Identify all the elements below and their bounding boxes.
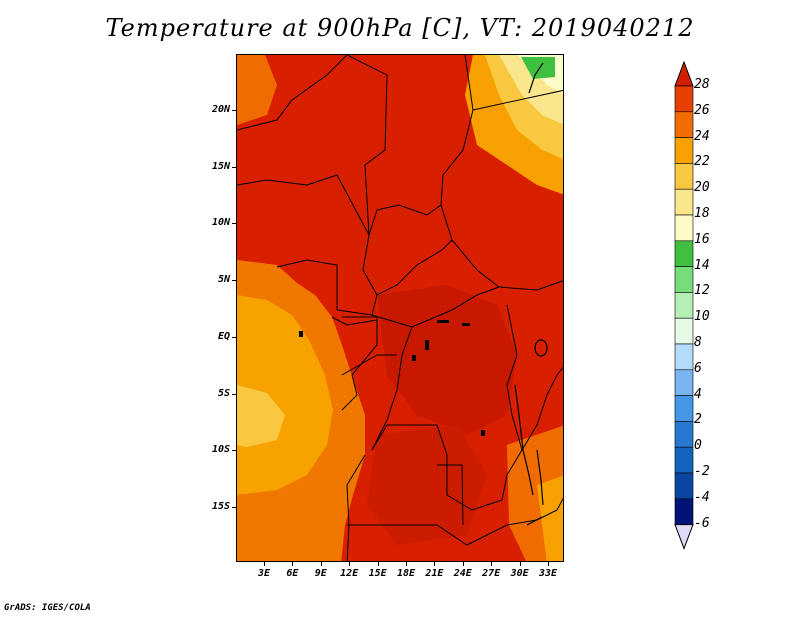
lat-label: EQ: [217, 330, 230, 342]
colorbar-box: [674, 137, 694, 164]
colorbar-label: -6: [694, 515, 710, 531]
lat-tick: [232, 166, 236, 168]
lat-tick: [232, 506, 236, 508]
temperature-map: [236, 54, 564, 562]
colorbar-box: [674, 369, 694, 396]
lon-tick: [434, 562, 436, 566]
colorbar-label: 8: [694, 335, 702, 350]
lat-label: 10N: [211, 217, 230, 229]
lat-tick: [232, 280, 236, 282]
lat-tick: [232, 336, 236, 338]
colorbar-label: 26: [694, 102, 710, 118]
lat-label: 5N: [217, 274, 230, 286]
colorbar-label: 10: [694, 309, 710, 325]
mild-region-west: [237, 295, 333, 495]
colorbar-label: 28: [694, 77, 710, 92]
hot-core-center: [377, 285, 517, 435]
lat-tick: [232, 450, 236, 452]
colorbar-box: [674, 111, 694, 138]
colorbar-box: [674, 266, 694, 293]
colorbar-box: [674, 317, 694, 345]
colorbar: [674, 60, 694, 551]
footer-credit: GrADS: IGES/COLA: [4, 603, 91, 613]
lat-tick: [232, 393, 236, 395]
lon-tick: [406, 562, 407, 566]
colorbar-label: 2: [694, 412, 702, 428]
colorbar-box: [674, 163, 694, 190]
lat-label: 20N: [211, 104, 230, 115]
colorbar-label: 24: [694, 128, 710, 144]
colorbar-bottom-triangle: [674, 524, 694, 551]
lon-label: 15E: [368, 568, 387, 579]
colorbar-label: 12: [694, 283, 710, 299]
hot-core-south: [367, 425, 487, 545]
lon-label: 18E: [396, 568, 416, 579]
colorbar-box: [674, 214, 694, 242]
cool-patch-west: [237, 385, 285, 447]
lon-label: 24E: [453, 568, 472, 579]
lat-label: 10S: [211, 444, 230, 456]
colorbar-box: [674, 85, 694, 113]
lon-label: 6E: [286, 568, 299, 579]
colorbar-box: [674, 498, 694, 525]
colorbar-box: [674, 343, 694, 371]
lon-tick: [491, 562, 493, 566]
chart-title: Temperature at 900hPa [C], VT: 201904021…: [105, 14, 695, 42]
lat-tick: [232, 110, 236, 111]
lon-tick: [548, 562, 549, 566]
colorbar-label: -2: [694, 464, 710, 479]
temperature-field: [237, 55, 563, 561]
lon-tick: [349, 562, 351, 566]
colorbar-box: [674, 446, 694, 474]
interior-lakes: [299, 320, 485, 436]
lon-label: 30E: [510, 568, 529, 579]
colorbar-top-triangle: [674, 60, 694, 87]
lon-label: 33E: [538, 568, 558, 579]
colorbar-label: 0: [694, 438, 702, 454]
lon-tick: [320, 562, 322, 566]
lat-label: 15S: [211, 500, 230, 512]
lon-label: 9E: [314, 568, 327, 579]
lon-label: 27E: [482, 568, 501, 579]
colorbar-label: -4: [694, 489, 710, 505]
colorbar-label: 4: [694, 386, 702, 402]
colorbar-box: [674, 421, 694, 448]
colorbar-box: [674, 292, 694, 319]
colorbar-label: 14: [694, 257, 710, 273]
lat-label: 15N: [211, 160, 230, 172]
colorbar-box: [674, 472, 694, 500]
mild-region-se: [537, 475, 563, 561]
lon-label: 12E: [340, 568, 359, 579]
lakes: [514, 62, 548, 526]
colorbar-label: 22: [694, 154, 710, 170]
colorbar-label: 6: [694, 360, 702, 376]
green-patch-ne: [521, 57, 555, 79]
colorbar-box: [674, 240, 694, 267]
lon-label: 3E: [257, 568, 271, 579]
lon-tick: [264, 562, 265, 566]
lon-tick: [462, 562, 464, 566]
colorbar-box: [674, 188, 694, 216]
lon-tick: [519, 562, 521, 566]
lon-tick: [377, 562, 379, 566]
colorbar-label: 20: [694, 180, 710, 196]
lat-tick: [232, 223, 236, 225]
colorbar-label: 16: [694, 231, 710, 247]
warm-region-nw: [237, 55, 277, 125]
lon-label: 21E: [425, 568, 444, 579]
colorbar-label: 18: [694, 206, 710, 221]
lat-label: 5S: [217, 387, 230, 399]
country-borders: [237, 55, 563, 561]
lon-tick: [292, 562, 294, 566]
colorbar-box: [674, 395, 694, 422]
